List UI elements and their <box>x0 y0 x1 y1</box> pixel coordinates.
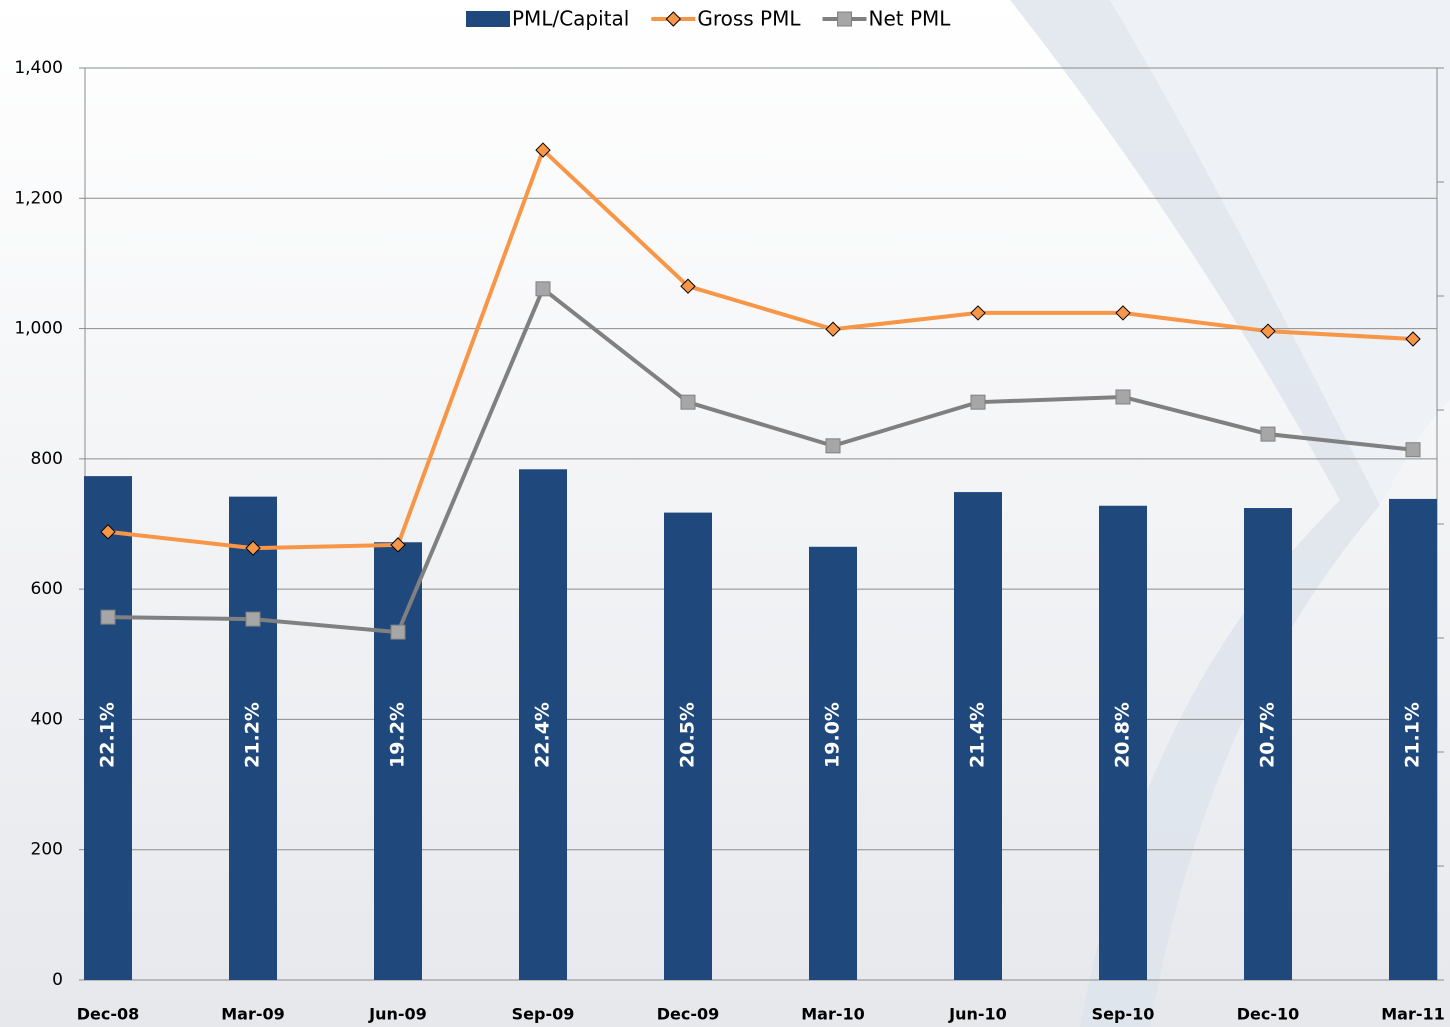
y-tick-label: 800 <box>31 449 63 469</box>
data-label: 22.1% <box>97 702 119 768</box>
y-tick-label: 1,000 <box>14 319 63 339</box>
legend: PML/Capital Gross PML Net PML <box>466 7 951 31</box>
marker <box>1115 389 1131 405</box>
marker <box>680 394 696 410</box>
x-tick-label: Dec-08 <box>77 1005 140 1024</box>
marker <box>1260 426 1276 442</box>
marker <box>825 321 841 337</box>
legend-marker <box>665 11 682 27</box>
bar <box>374 542 422 980</box>
data-label: 20.5% <box>677 702 699 768</box>
y-tick-label: 1,400 <box>14 58 63 78</box>
bar <box>1389 498 1437 980</box>
data-label: 21.1% <box>1402 702 1424 768</box>
bar <box>954 492 1002 980</box>
marker <box>245 611 261 627</box>
y-tick-label: 200 <box>31 840 63 860</box>
marker <box>1405 442 1421 458</box>
data-label: 19.2% <box>387 702 409 768</box>
legend-swatch <box>466 11 510 27</box>
data-label: 20.8% <box>1112 702 1134 768</box>
bar <box>519 469 567 980</box>
x-tick-label: Mar-11 <box>1381 1005 1445 1024</box>
marker <box>970 305 986 321</box>
y-tick-label: 1,200 <box>14 188 63 208</box>
legend-marker <box>837 11 853 27</box>
marker <box>245 540 261 556</box>
decoration <box>1110 0 1450 505</box>
x-tick-label: Jun-09 <box>368 1005 427 1024</box>
marker <box>825 438 841 454</box>
y-tick-label: 0 <box>52 970 63 990</box>
bar <box>809 546 857 980</box>
x-tick-label: Sep-10 <box>1092 1005 1155 1024</box>
marker <box>100 524 116 540</box>
x-tick-label: Sep-09 <box>512 1005 575 1024</box>
y-tick-label: 400 <box>31 709 63 729</box>
data-label: 21.2% <box>242 702 264 768</box>
marker <box>1405 331 1421 347</box>
marker <box>1115 305 1131 321</box>
bar <box>664 512 712 980</box>
x-tick-label: Dec-10 <box>1237 1005 1300 1024</box>
y-tick-label: 600 <box>31 579 63 599</box>
x-tick-label: Mar-09 <box>221 1005 285 1024</box>
legend-label: Gross PML <box>697 7 801 31</box>
x-tick-label: Mar-10 <box>801 1005 865 1024</box>
data-label: 21.4% <box>967 702 989 768</box>
line <box>107 285 1414 635</box>
data-label: 22.4% <box>532 702 554 768</box>
data-label: 19.0% <box>822 702 844 768</box>
bar <box>84 476 132 980</box>
marker <box>535 142 551 158</box>
bar <box>1099 505 1147 980</box>
decoration <box>1010 0 1380 1027</box>
marker <box>1260 323 1276 339</box>
legend-label: PML/Capital <box>512 7 629 31</box>
x-tick-label: Jun-10 <box>948 1005 1007 1024</box>
marker <box>390 624 406 640</box>
bar <box>1244 508 1292 980</box>
marker <box>535 281 551 297</box>
legend-label: Net PML <box>869 7 952 31</box>
marker <box>970 394 986 410</box>
x-tick-label: Dec-09 <box>657 1005 720 1024</box>
bar <box>229 496 277 980</box>
line <box>107 146 1414 551</box>
marker <box>680 278 696 294</box>
data-label: 20.7% <box>1257 702 1279 768</box>
marker <box>390 537 406 553</box>
marker <box>100 609 116 625</box>
